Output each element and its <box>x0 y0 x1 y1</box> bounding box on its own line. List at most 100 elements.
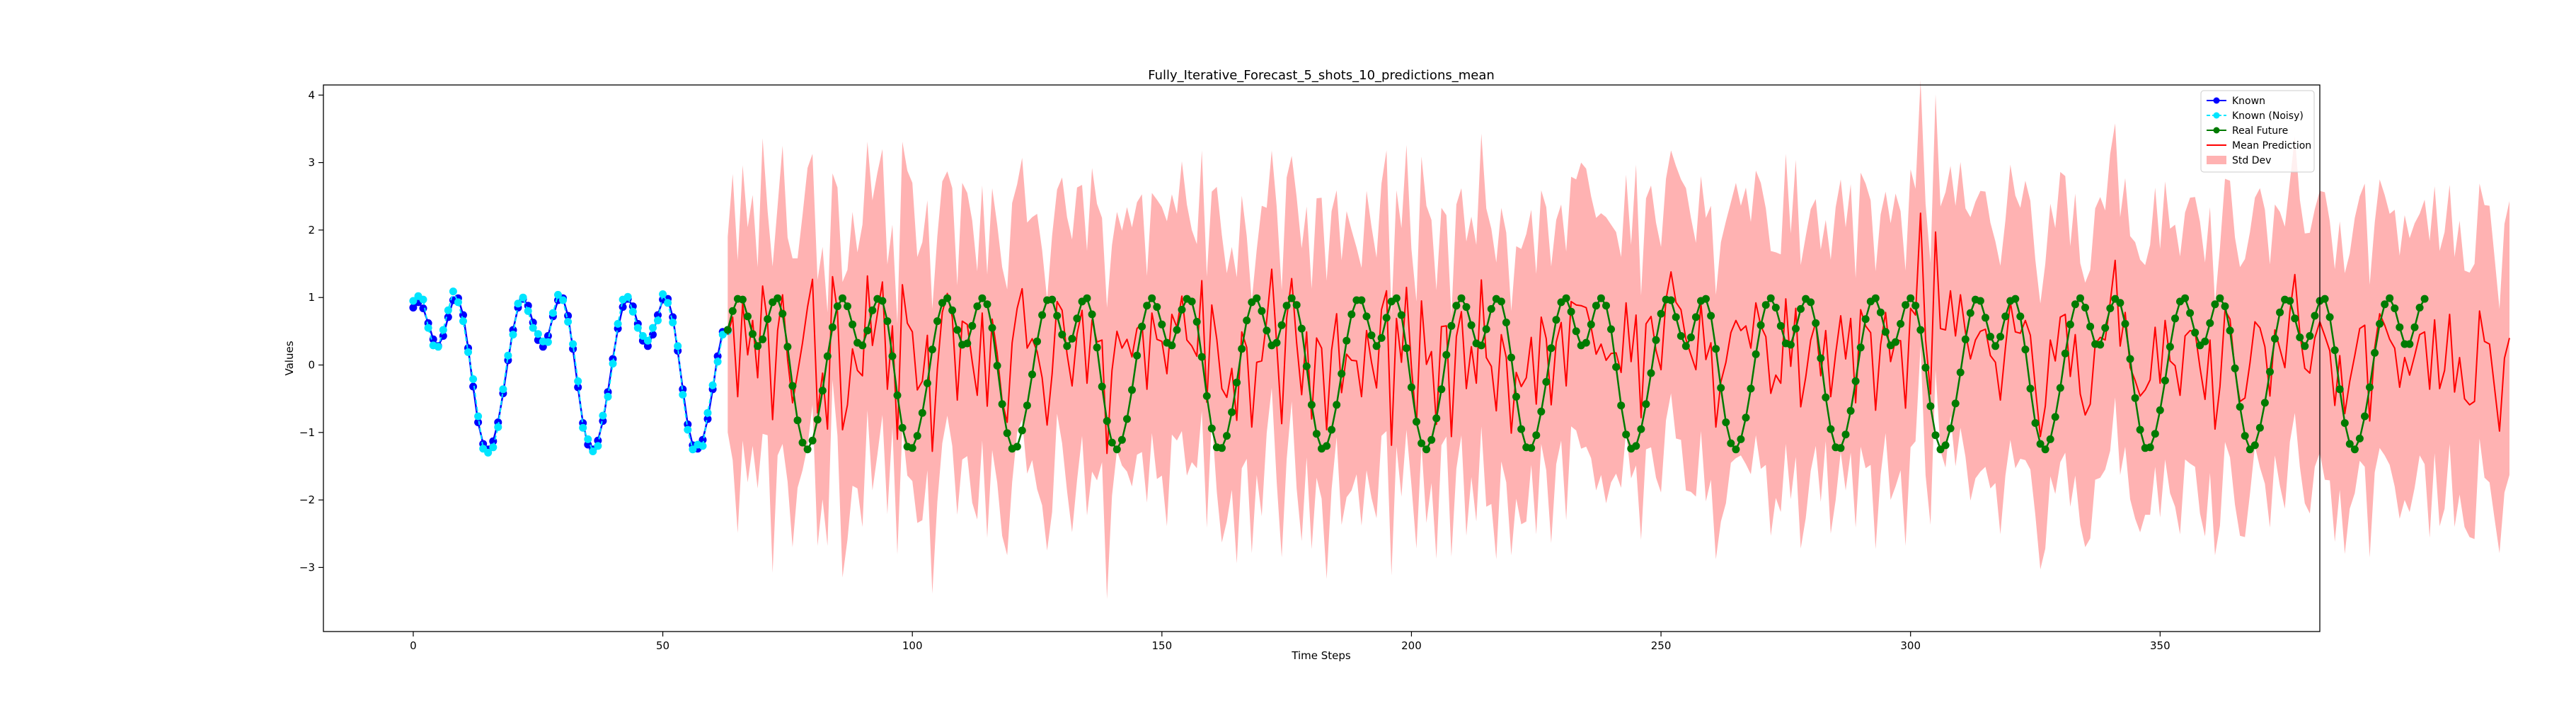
real-future-series-point <box>2151 430 2159 438</box>
real-future-series-point <box>1517 425 1526 433</box>
real-future-series-point <box>1312 430 1321 438</box>
y-axis: −3 −2 −1 0 1 2 3 4 <box>299 88 323 573</box>
real-future-series-point <box>993 362 1001 370</box>
real-future-series-point <box>1258 307 1266 315</box>
real-future-series-point <box>844 302 851 311</box>
known-noisy-series-point <box>638 332 647 340</box>
real-future-series-point <box>1347 310 1356 319</box>
real-future-series-point <box>1178 305 1186 314</box>
known-series-point <box>684 420 692 428</box>
real-future-series-point <box>1822 393 1830 401</box>
real-future-series-point <box>1338 370 1346 378</box>
real-future-series-point <box>2136 426 2144 434</box>
real-future-series-point <box>998 400 1006 409</box>
plot-frame <box>323 84 2321 632</box>
known-noisy-series-point <box>713 358 722 366</box>
real-future-series-point <box>1786 341 1795 349</box>
real-future-series-point <box>1243 316 1251 325</box>
real-future-series-point <box>1537 407 1546 416</box>
real-future-series-point <box>2026 384 2035 393</box>
real-future-series-point <box>1572 327 1580 336</box>
real-future-series-point <box>808 436 817 445</box>
real-future-series-point <box>723 326 732 334</box>
known-noisy-series-point <box>444 306 452 314</box>
real-future-series-point <box>764 315 772 324</box>
known-noisy-series-point <box>499 385 507 394</box>
std-dev-band <box>728 80 2509 600</box>
real-future-series-point <box>2161 377 2169 384</box>
real-future-series-point <box>1168 341 1176 350</box>
real-future-series-point <box>1941 441 1950 450</box>
x-axis-label: Time Steps <box>1291 649 1351 662</box>
known-noisy-series-point <box>489 443 498 452</box>
real-future-series-point <box>1482 325 1490 333</box>
known-noisy-series-point <box>409 297 418 305</box>
real-future-series-point <box>988 324 996 332</box>
real-future-series-point <box>1892 338 1899 346</box>
real-future-series-point <box>2211 300 2219 309</box>
real-future-series-point <box>1407 383 1415 392</box>
real-future-series-point <box>1382 314 1391 322</box>
real-future-series-point <box>2096 341 2105 349</box>
legend-item: Std Dev <box>2207 155 2271 166</box>
real-future-series-point <box>2041 445 2049 454</box>
known-noisy-series-point <box>674 342 682 350</box>
real-future-series-point <box>1377 333 1386 342</box>
real-future-series-point <box>2276 308 2284 316</box>
real-future-series-point <box>1642 400 1650 409</box>
known-series-point <box>469 382 478 391</box>
real-future-series-point <box>823 352 832 360</box>
known-noisy-series-point <box>599 411 607 420</box>
real-future-series-point <box>1836 444 1845 452</box>
y-tick-label: 0 <box>308 359 315 372</box>
real-future-series-point <box>1188 297 1196 306</box>
known-series-point <box>584 440 592 449</box>
real-future-series-point <box>2061 349 2069 358</box>
real-future-series-point <box>1547 344 1556 353</box>
real-future-series-point <box>1812 319 1820 327</box>
known-noisy-series-point <box>449 287 457 296</box>
real-future-series-point <box>1982 314 1989 322</box>
real-future-series-point <box>863 326 872 335</box>
real-future-series-point <box>1861 315 1870 324</box>
known-series-point <box>574 383 582 392</box>
legend-marker <box>2213 97 2220 104</box>
real-future-series-point <box>2376 319 2384 328</box>
real-future-series-point <box>1582 338 1590 347</box>
known-noisy-series-point <box>419 295 427 304</box>
legend-item: Real Future <box>2207 125 2288 137</box>
real-future-series-point <box>1462 303 1471 312</box>
real-future-series-point <box>1776 321 1785 330</box>
x-tick-label: 200 <box>1401 639 1422 652</box>
legend-label: Known <box>2232 96 2265 107</box>
real-future-series-point <box>973 302 982 311</box>
real-future-series-point <box>1752 350 1760 358</box>
real-future-series-point <box>868 306 877 314</box>
real-future-series-point <box>1442 350 1451 359</box>
real-future-series-point <box>1477 341 1485 350</box>
real-future-series-point <box>1053 312 1062 320</box>
real-future-series-point <box>2056 384 2064 392</box>
real-future-series-point <box>963 339 972 348</box>
real-future-series-point <box>1323 442 1331 450</box>
real-future-series-point <box>2340 419 2349 427</box>
real-future-series-point <box>1307 401 1316 409</box>
known-noisy-series-point <box>474 412 483 421</box>
real-future-series-point <box>1717 384 1725 392</box>
real-future-series-point <box>1297 324 1306 333</box>
y-tick-label: 3 <box>308 156 315 169</box>
known-noisy-series-point <box>548 309 557 317</box>
x-tick-label: 350 <box>2150 639 2170 652</box>
real-future-series-point <box>2345 440 2354 448</box>
real-future-series-point <box>1876 308 1885 316</box>
known-noisy-series-point <box>544 338 552 346</box>
real-future-series-point <box>1103 417 1111 426</box>
real-future-series-point <box>1732 445 1740 454</box>
real-future-series-point <box>839 294 846 302</box>
real-future-series-point <box>1946 424 1955 433</box>
real-future-series-points <box>723 294 2429 454</box>
real-future-series-point <box>1328 426 1336 434</box>
real-future-series-point <box>1148 294 1156 302</box>
real-future-series-point <box>2335 385 2344 394</box>
real-future-series-point <box>2391 304 2399 312</box>
